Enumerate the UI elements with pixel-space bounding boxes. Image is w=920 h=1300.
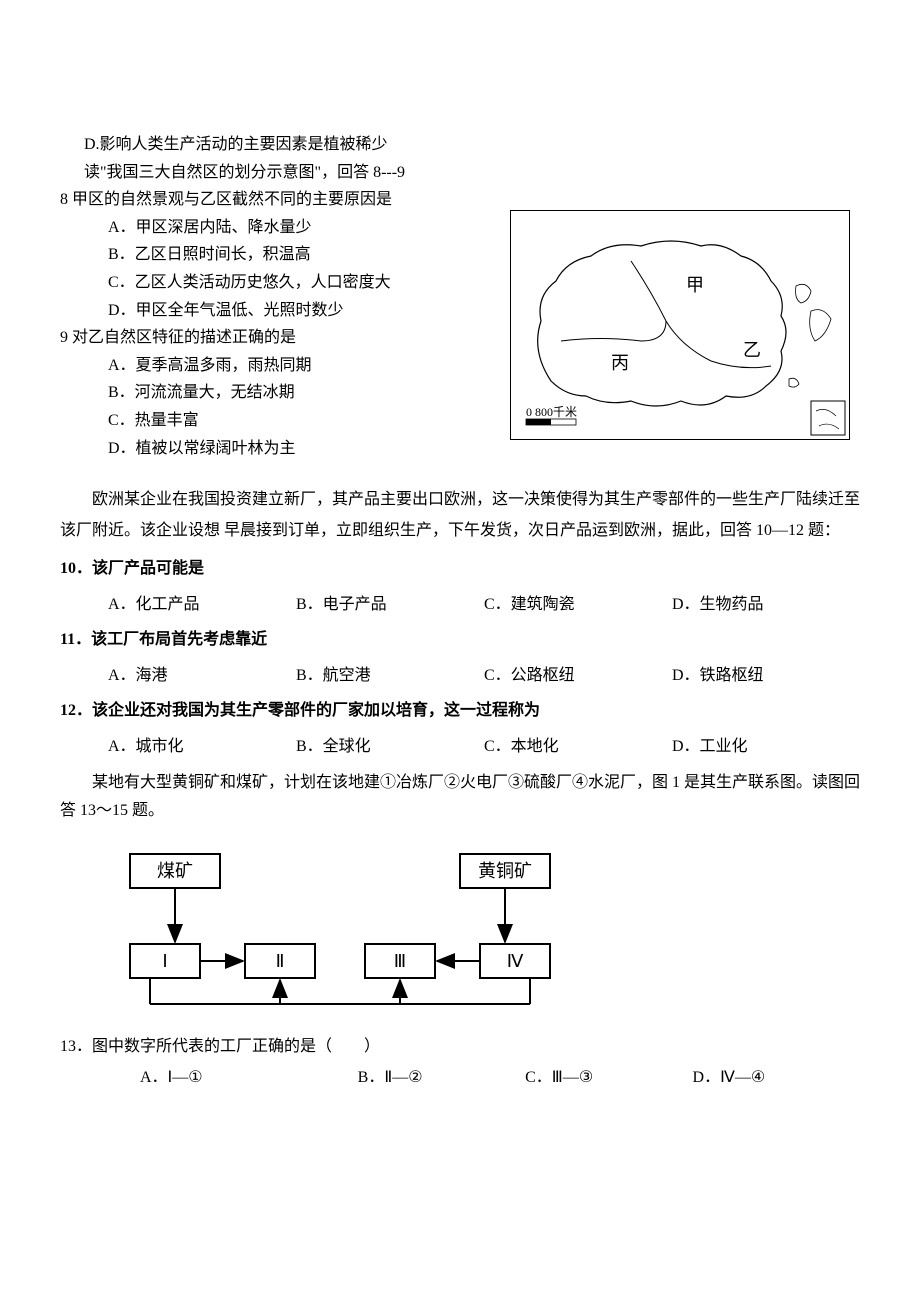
q8-stem: 8 甲区的自然景观与乙区截然不同的主要原因是 — [60, 187, 524, 213]
q7-option-d: D.影响人类生产活动的主要因素是植被稀少 — [60, 132, 860, 158]
q9-stem: 9 对乙自然区特征的描述正确的是 — [60, 325, 524, 351]
q10-stem: 10．该厂产品可能是 — [60, 556, 860, 582]
q11-option-a: A．海港 — [108, 663, 296, 689]
q13-option-a: A．Ⅰ—① — [140, 1065, 358, 1091]
q12-option-d: D．工业化 — [672, 734, 860, 760]
q9-option-b: B．河流流量大，无结冰期 — [108, 380, 524, 406]
q9-option-c: C．热量丰富 — [108, 408, 524, 434]
q9-option-a: A．夏季高温多雨，雨热同期 — [108, 353, 524, 379]
production-diagram: 煤矿 黄铜矿 Ⅰ Ⅱ Ⅲ Ⅳ — [60, 844, 860, 1014]
diagram-node-1: Ⅰ — [162, 951, 167, 971]
q12-option-c: C．本地化 — [484, 734, 672, 760]
diagram-coal-label: 煤矿 — [157, 861, 193, 881]
passage-13-15: 某地有大型黄铜矿和煤矿，计划在该地建①冶炼厂②火电厂③硫酸厂④水泥厂，图 1 是… — [60, 769, 860, 823]
q12-option-a: A．城市化 — [108, 734, 296, 760]
q13-option-d: D．Ⅳ—④ — [693, 1065, 860, 1091]
china-map-figure: 甲 丙 乙 0 800千米 — [510, 210, 850, 440]
q8-option-b: B．乙区日照时间长，积温高 — [108, 242, 524, 268]
q11-stem: 11．该工厂布局首先考虑靠近 — [60, 627, 860, 653]
q8-option-c: C．乙区人类活动历史悠久，人口密度大 — [108, 270, 524, 296]
diagram-copper-label: 黄铜矿 — [478, 861, 532, 881]
q11-option-b: B．航空港 — [296, 663, 484, 689]
q8-option-a: A．甲区深居内陆、降水量少 — [108, 215, 524, 241]
map-label-yi: 乙 — [743, 340, 761, 360]
q11-option-c: C．公路枢纽 — [484, 663, 672, 689]
map-label-jia: 甲 — [686, 275, 704, 295]
map-label-bing: 丙 — [611, 353, 629, 373]
q10-option-b: B．电子产品 — [296, 592, 484, 618]
q12-option-b: B．全球化 — [296, 734, 484, 760]
diagram-node-2: Ⅱ — [276, 951, 285, 971]
q10-option-a: A．化工产品 — [108, 592, 296, 618]
map-scale-label: 0 800千米 — [526, 405, 577, 419]
diagram-node-3: Ⅲ — [394, 951, 406, 971]
q8-option-d: D．甲区全年气温低、光照时数少 — [108, 298, 524, 324]
q13-option-b: B．Ⅱ—② — [358, 1065, 525, 1091]
q9-option-d: D．植被以常绿阔叶林为主 — [108, 436, 524, 462]
diagram-node-4: Ⅳ — [507, 951, 524, 971]
passage-10-12: 欧洲某企业在我国投资建立新厂，其产品主要出口欧洲，这一决策使得为其生产零部件的一… — [60, 485, 860, 546]
q13-option-c: C．Ⅲ—③ — [525, 1065, 692, 1091]
instruction-8-9: 读"我国三大自然区的划分示意图"，回答 8---9 — [60, 160, 860, 186]
q11-option-d: D．铁路枢纽 — [672, 663, 860, 689]
q13-stem: 13．图中数字所代表的工厂正确的是（ ） — [60, 1034, 860, 1060]
q10-option-c: C．建筑陶瓷 — [484, 592, 672, 618]
q12-stem: 12．该企业还对我国为其生产零部件的厂家加以培育，这一过程称为 — [60, 698, 860, 724]
q10-option-d: D．生物药品 — [672, 592, 860, 618]
